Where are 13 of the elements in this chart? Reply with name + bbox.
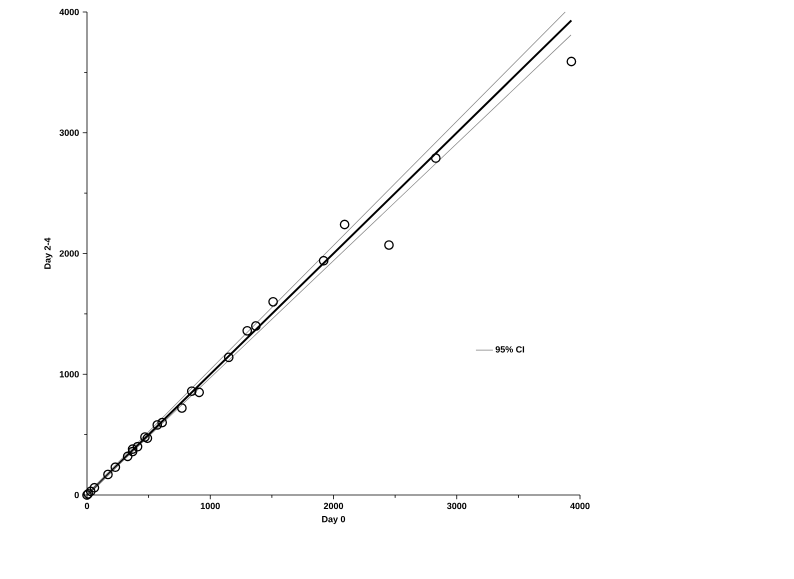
y-tick-label: 0: [74, 492, 79, 498]
x-tick-label: 0: [84, 502, 90, 510]
x-tick-label: 4000: [570, 502, 590, 510]
x-tick-label: 2000: [324, 502, 344, 510]
y-tick-label: 1000: [60, 371, 79, 378]
y-tick-label: 4000: [59, 8, 79, 16]
y-tick-label: 3000: [59, 130, 79, 136]
y-axis-title: Day 2-4: [44, 238, 52, 269]
y-tick-label: 2000: [60, 250, 79, 257]
x-tick-label: 1000: [200, 502, 220, 510]
legend-label: 95% CI: [496, 346, 524, 353]
x-tick-label: 3000: [446, 502, 466, 510]
x-axis-title: Day 0: [322, 516, 346, 524]
